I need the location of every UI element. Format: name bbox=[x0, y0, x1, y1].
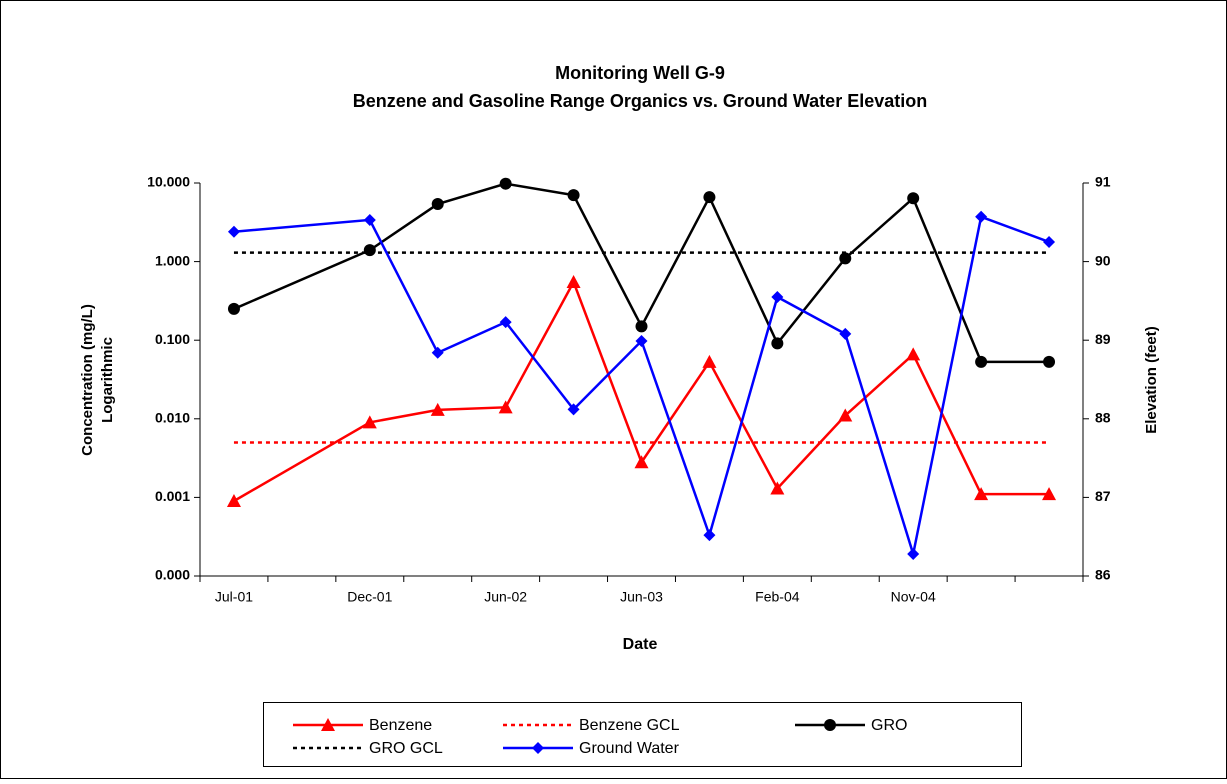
legend-label: Benzene bbox=[369, 717, 432, 734]
data-point bbox=[838, 408, 853, 422]
data-point bbox=[567, 189, 580, 202]
y2-tick-label: 90 bbox=[1095, 252, 1111, 268]
data-point bbox=[431, 198, 444, 211]
data-point bbox=[567, 403, 580, 416]
y2-tick-label: 88 bbox=[1095, 410, 1111, 426]
data-point bbox=[907, 192, 920, 205]
data-point bbox=[566, 275, 581, 289]
y2-axis-label: Elevation (feet) bbox=[1143, 326, 1160, 434]
data-point bbox=[363, 213, 376, 226]
series-line bbox=[233, 279, 1050, 503]
data-point bbox=[1043, 355, 1056, 368]
data-point bbox=[703, 529, 716, 542]
data-point bbox=[702, 354, 717, 368]
y-tick-label: 1.000 bbox=[155, 252, 190, 268]
data-point bbox=[839, 327, 852, 340]
y2-tick-label: 87 bbox=[1095, 488, 1111, 504]
data-point bbox=[363, 244, 376, 257]
x-tick-label: Jun-02 bbox=[484, 589, 527, 605]
y-axis-label: Concentration (mg/L) bbox=[79, 304, 96, 456]
data-point bbox=[703, 191, 716, 204]
x-tick-label: Jul-01 bbox=[215, 589, 253, 605]
y2-tick-label: 91 bbox=[1095, 174, 1111, 190]
data-point bbox=[498, 400, 513, 414]
legend-label: Benzene GCL bbox=[579, 717, 680, 734]
chart-title: Monitoring Well G-9 bbox=[555, 63, 725, 83]
data-point bbox=[1043, 235, 1056, 248]
data-point bbox=[499, 316, 512, 329]
y2-tick-label: 89 bbox=[1095, 331, 1111, 347]
data-point bbox=[975, 355, 988, 368]
chart-subtitle: Benzene and Gasoline Range Organics vs. … bbox=[353, 91, 927, 111]
data-point bbox=[771, 290, 784, 303]
legend-label: GRO bbox=[871, 717, 907, 734]
x-tick-label: Feb-04 bbox=[755, 589, 800, 605]
data-point bbox=[227, 302, 240, 315]
data-point bbox=[226, 493, 241, 507]
data-point bbox=[771, 337, 784, 350]
data-point bbox=[635, 320, 648, 333]
legend-marker bbox=[532, 742, 544, 754]
x-tick-label: Dec-01 bbox=[347, 589, 392, 605]
data-point bbox=[770, 481, 785, 495]
series-line bbox=[233, 182, 1050, 364]
y2-tick-label: 86 bbox=[1095, 567, 1111, 583]
data-point bbox=[430, 402, 445, 416]
y-axis-label: Logarithmic bbox=[99, 337, 116, 423]
legend-label: GRO GCL bbox=[369, 740, 443, 757]
x-axis-label: Date bbox=[623, 636, 658, 653]
series-line bbox=[233, 215, 1050, 555]
x-tick-label: Nov-04 bbox=[891, 589, 936, 605]
data-point bbox=[1042, 487, 1057, 501]
y-tick-label: 10.000 bbox=[147, 174, 190, 190]
data-point bbox=[635, 334, 648, 347]
legend-marker bbox=[824, 719, 836, 731]
data-point bbox=[907, 547, 920, 560]
data-point bbox=[634, 455, 649, 469]
data-point bbox=[906, 347, 921, 361]
y-tick-label: 0.100 bbox=[155, 331, 190, 347]
legend-box bbox=[263, 702, 1022, 767]
y-tick-label: 0.010 bbox=[155, 410, 190, 426]
data-point bbox=[362, 415, 377, 429]
x-tick-label: Jun-03 bbox=[620, 589, 663, 605]
data-point bbox=[499, 177, 512, 190]
data-point bbox=[975, 210, 988, 223]
legend-marker bbox=[321, 718, 335, 731]
data-point bbox=[431, 346, 444, 359]
data-point bbox=[839, 252, 852, 265]
y-tick-label: 0.000 bbox=[155, 567, 190, 583]
data-point bbox=[227, 225, 240, 238]
data-point bbox=[974, 487, 989, 501]
legend-label: Ground Water bbox=[579, 740, 680, 757]
y-tick-label: 0.001 bbox=[155, 488, 190, 504]
